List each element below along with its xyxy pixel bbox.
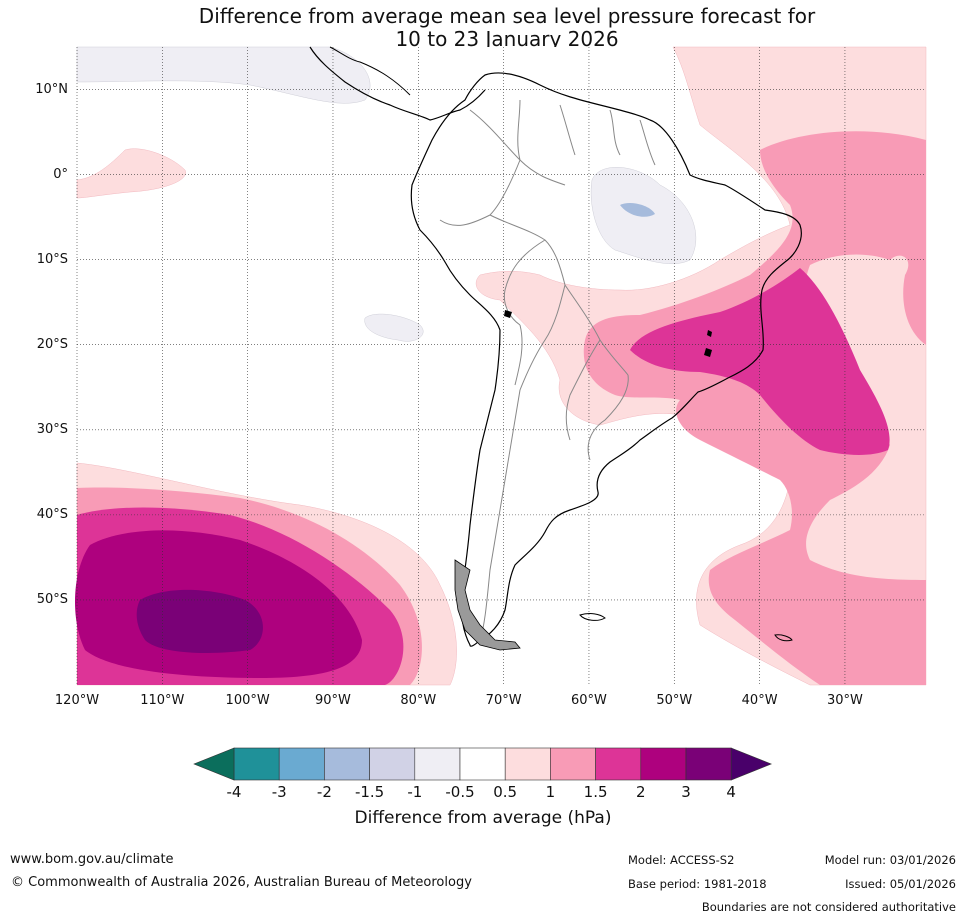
footer-disclaimer: Boundaries are not considered authoritat… — [701, 900, 956, 914]
colorbar-segment — [640, 747, 687, 781]
colorbar-tick-label: 0.5 — [493, 783, 518, 801]
footer-url[interactable]: www.bom.gov.au/climate — [10, 852, 174, 867]
footer-issued: Issued: 05/01/2026 — [845, 877, 956, 891]
colorbar-max-extend — [730, 747, 773, 781]
title-line-1: Difference from average mean sea level p… — [198, 4, 816, 28]
south-georgia-falklands — [579, 613, 793, 642]
lat-label: 0° — [53, 166, 68, 182]
colorbar-segment — [550, 747, 596, 781]
lat-label: 40°S — [36, 506, 68, 522]
map-title: Difference from average mean sea level p… — [0, 5, 965, 51]
geography — [309, 46, 802, 651]
colorbar-tick-label: -1.5 — [354, 783, 385, 801]
colorbar-title: Difference from average (hPa) — [354, 808, 612, 828]
anomaly-pos-1.5-2-brazil — [630, 268, 890, 455]
colorbar-segment — [504, 747, 551, 781]
lat-label: 10°S — [36, 251, 68, 267]
lon-label: 110°W — [140, 693, 185, 708]
colorbar-tick-label: -4 — [226, 783, 242, 801]
anomaly-neg-amazon-core — [620, 203, 655, 217]
lat-label: 30°S — [36, 421, 68, 437]
anomaly-neg-small-patch — [364, 313, 424, 342]
colorbar-tick-label: 2 — [636, 783, 646, 801]
colorbar — [193, 747, 773, 781]
footer-base-period: Base period: 1981-2018 — [628, 877, 767, 891]
colorbar-segment — [685, 747, 732, 781]
lon-label: 120°W — [54, 693, 100, 708]
south-america-coastline — [410, 72, 802, 647]
footer-model: Model: ACCESS-S2 — [628, 853, 735, 867]
patagonia-islands — [454, 559, 521, 651]
lon-label: 80°W — [400, 693, 437, 708]
colorbar-tick-label: 1 — [545, 783, 556, 801]
colorbar-segment — [278, 747, 325, 781]
anomaly-fields — [74, 46, 927, 686]
colorbar-segment — [324, 747, 370, 781]
colorbar-tick-label: -0.5 — [445, 783, 475, 801]
colorbar-min-extend — [193, 747, 235, 781]
anomaly-pos-3-4-se-pacific — [136, 589, 263, 653]
colorbar-segment — [369, 747, 416, 781]
colorbar-segment — [459, 747, 506, 781]
lat-label: 50°S — [36, 591, 68, 607]
anomaly-pos-1-1.5-atlantic — [583, 131, 926, 686]
lon-label: 90°W — [315, 693, 351, 708]
colorbar-tick-label: -2 — [316, 783, 332, 801]
lon-label: 70°W — [485, 693, 522, 708]
lon-label: 40°W — [741, 693, 778, 708]
footer-copyright: © Commonwealth of Australia 2026, Austra… — [11, 875, 472, 890]
lon-label: 60°W — [571, 693, 607, 708]
colorbar-segment — [233, 747, 280, 781]
lon-label: 100°W — [225, 693, 270, 708]
anomaly-neg-0.5-1-north-pacific — [76, 46, 371, 104]
colorbar-tick-label: 1.5 — [583, 783, 608, 801]
title-line-2: 10 to 23 January 2026 — [395, 27, 619, 51]
brazil-reservoir-marker — [704, 330, 712, 357]
footer-model-run: Model run: 03/01/2026 — [824, 853, 956, 867]
country-borders — [439, 99, 656, 641]
lake-titicaca-marker — [504, 310, 512, 318]
lon-label: 30°W — [826, 693, 863, 708]
lon-label: 50°W — [656, 693, 693, 708]
anomaly-pos-equatorial-pacific — [76, 148, 186, 199]
lat-label: 20°S — [36, 336, 68, 352]
colorbar-tick-label: -1 — [407, 783, 423, 801]
central-america-coastline — [309, 46, 486, 121]
colorbar-tick-label: -3 — [271, 783, 287, 801]
graticule — [76, 47, 926, 685]
colorbar-segment — [414, 747, 461, 781]
colorbar-segment — [595, 747, 642, 781]
colorbar-tick-label: 4 — [726, 783, 736, 801]
lat-label: 10°N — [35, 81, 68, 97]
caribbean-coast-north — [329, 46, 411, 96]
colorbar-tick-label: 3 — [681, 783, 691, 801]
